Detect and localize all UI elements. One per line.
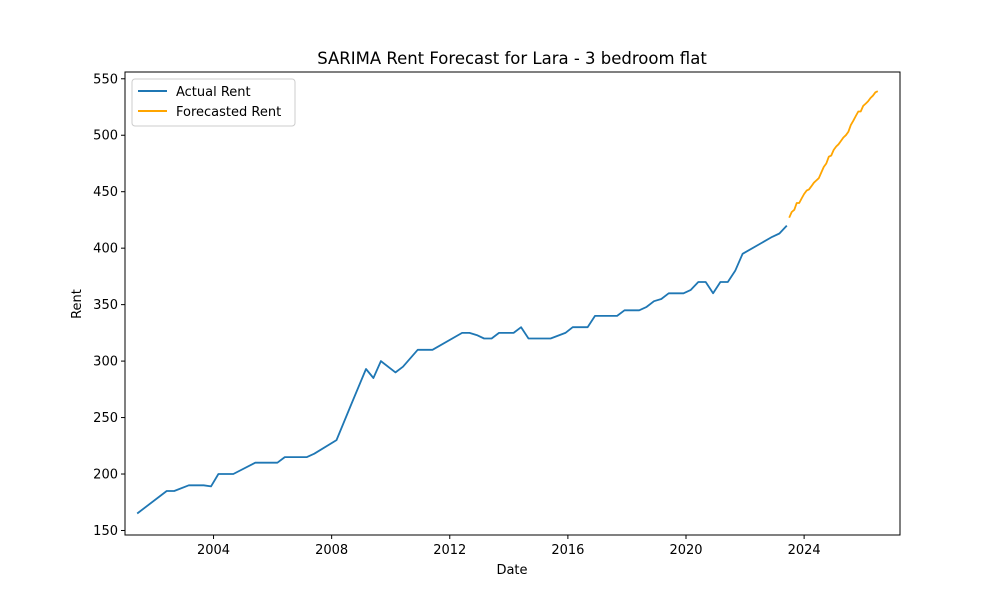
x-tick-label: 2012 — [433, 543, 466, 558]
plot-lines — [136, 90, 879, 515]
y-tick-label: 550 — [93, 72, 118, 87]
series-line-actual-rent — [136, 224, 788, 515]
chart-title: SARIMA Rent Forecast for Lara - 3 bedroo… — [317, 49, 707, 68]
x-tick-label: 2024 — [788, 543, 821, 558]
axis-ticks: 2004 2008 2012 2016 2020 2024 150 200 250 300 350 4… — [93, 72, 820, 558]
x-tick-label: 2004 — [197, 543, 230, 558]
y-tick-label: 200 — [93, 468, 118, 483]
y-tick-label: 450 — [93, 185, 118, 200]
series-line-forecasted-rent — [788, 90, 879, 219]
legend-label-forecast: Forecasted Rent — [176, 105, 281, 120]
y-tick-label: 150 — [93, 524, 118, 539]
x-tick-label: 2008 — [315, 543, 348, 558]
y-tick-label: 350 — [93, 298, 118, 313]
y-tick-label: 250 — [93, 411, 118, 426]
x-tick-label: 2016 — [551, 543, 584, 558]
legend-label-actual: Actual Rent — [176, 85, 251, 100]
y-axis-label: Rent — [70, 289, 85, 319]
y-tick-label: 300 — [93, 355, 118, 370]
x-tick-label: 2020 — [669, 543, 702, 558]
legend-box — [131, 78, 296, 127]
plot-frame — [124, 71, 901, 536]
x-axis-label: Date — [496, 563, 527, 578]
y-tick-label: 400 — [93, 242, 118, 257]
y-tick-label: 500 — [93, 129, 118, 144]
legend: Actual Rent Forecasted Rent — [131, 78, 296, 127]
